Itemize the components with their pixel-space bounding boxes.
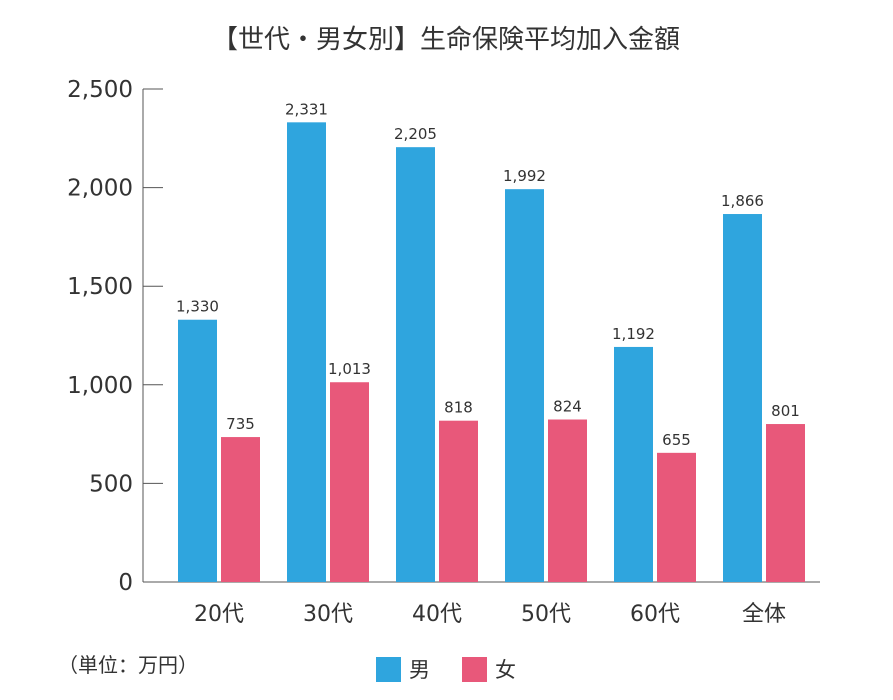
bar <box>505 189 544 582</box>
x-tick-label: 30代 <box>303 602 353 627</box>
data-label: 1,330 <box>176 298 219 316</box>
bar <box>330 382 369 582</box>
bar <box>766 424 805 582</box>
bar <box>396 147 435 582</box>
data-label: 824 <box>553 398 582 416</box>
y-axis: 0 500 1,000 1,500 2,000 2,500 <box>67 77 163 596</box>
y-tick-label: 500 <box>89 471 133 497</box>
legend: 男女 <box>376 657 516 682</box>
bar <box>221 437 260 582</box>
data-label: 2,331 <box>285 100 328 118</box>
chart-title: 【世代・男女別】生命保険平均加入金額 <box>212 25 680 55</box>
bar <box>614 346 653 582</box>
unit-note: （単位：万円） <box>58 653 198 677</box>
x-tick-label: 40代 <box>412 602 462 627</box>
data-label: 1,192 <box>612 325 655 343</box>
data-label: 735 <box>226 415 255 433</box>
x-tick-label: 60代 <box>630 602 680 627</box>
legend-swatch <box>462 657 487 682</box>
x-tick-label: 20代 <box>194 602 244 627</box>
data-label: 1,992 <box>503 167 546 185</box>
x-tick-label: 全体 <box>742 602 786 627</box>
bars <box>178 122 805 583</box>
data-label: 1,866 <box>721 192 764 210</box>
bar <box>657 452 696 582</box>
data-label: 818 <box>444 399 473 417</box>
data-label: 655 <box>662 431 691 449</box>
y-tick-label: 1,000 <box>67 373 133 399</box>
bar <box>439 420 478 582</box>
x-axis: 20代 30代 40代 50代 60代 全体 <box>143 581 820 627</box>
y-tick-label: 1,500 <box>67 274 133 300</box>
legend-label: 女 <box>495 658 516 682</box>
value-labels: 1,330 2,331 2,205 1,992 1,192 1,866 735 1,013 81… <box>176 100 800 449</box>
legend-swatch <box>376 657 401 682</box>
bar <box>287 122 326 583</box>
y-tick-label: 2,500 <box>67 77 133 103</box>
x-tick-label: 50代 <box>521 602 571 627</box>
y-tick-label: 0 <box>118 570 133 596</box>
y-tick-label: 2,000 <box>67 176 133 202</box>
data-label: 801 <box>771 402 800 420</box>
data-label: 1,013 <box>328 360 371 378</box>
legend-label: 男 <box>409 658 430 682</box>
bar <box>723 214 762 583</box>
bar <box>548 419 587 582</box>
data-label: 2,205 <box>394 125 437 143</box>
bar <box>178 319 217 582</box>
